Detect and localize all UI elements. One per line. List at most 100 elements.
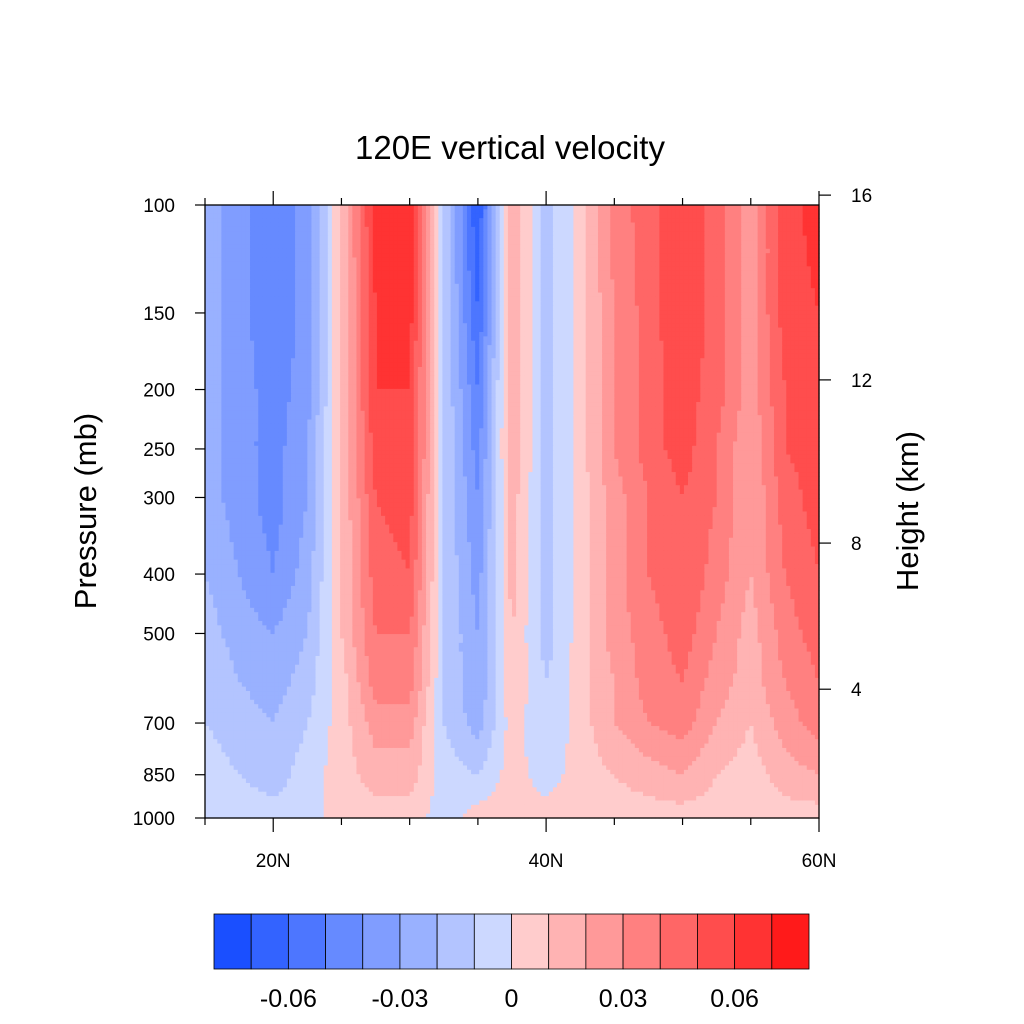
contour-cell <box>598 218 603 223</box>
contour-cell <box>447 258 452 263</box>
contour-cell <box>434 297 439 302</box>
contour-cell <box>414 345 419 350</box>
contour-cell <box>344 271 349 276</box>
contour-cell <box>463 314 468 319</box>
contour-cell <box>340 266 345 271</box>
contour-cell <box>479 271 484 276</box>
contour-cell <box>762 258 767 263</box>
contour-cell <box>713 236 718 241</box>
contour-cell <box>336 336 341 341</box>
contour-cell <box>430 223 435 228</box>
contour-cell <box>258 218 263 223</box>
contour-cell <box>754 279 759 284</box>
contour-cell <box>700 336 705 341</box>
contour-cell <box>717 323 722 328</box>
contour-cell <box>340 349 345 354</box>
contour-cell <box>500 218 505 223</box>
contour-cell <box>659 306 664 311</box>
contour-cell <box>577 266 582 271</box>
contour-cell <box>295 349 300 354</box>
contour-cell <box>794 214 799 219</box>
contour-cell <box>270 301 275 306</box>
contour-cell <box>340 253 345 258</box>
contour-cell <box>389 288 394 293</box>
contour-cell <box>688 271 693 276</box>
contour-cell <box>545 328 550 333</box>
contour-cell <box>262 205 267 210</box>
contour-cell <box>242 323 247 328</box>
contour-cell <box>762 249 767 254</box>
contour-cell <box>246 227 251 232</box>
contour-cell <box>373 209 378 214</box>
contour-cell <box>483 249 488 254</box>
contour-cell <box>749 266 754 271</box>
contour-cell <box>688 266 693 271</box>
contour-cell <box>557 223 562 228</box>
contour-cell <box>238 249 243 254</box>
contour-cell <box>418 262 423 267</box>
contour-cell <box>447 231 452 236</box>
contour-cell <box>713 218 718 223</box>
contour-cell <box>275 306 280 311</box>
contour-cell <box>512 209 517 214</box>
contour-cell <box>663 275 668 280</box>
contour-cell <box>561 218 566 223</box>
contour-cell <box>254 266 259 271</box>
contour-cell <box>410 345 415 350</box>
contour-cell <box>275 336 280 341</box>
contour-cell <box>275 328 280 333</box>
contour-cell <box>254 236 259 241</box>
contour-cell <box>623 345 628 350</box>
contour-cell <box>627 218 632 223</box>
contour-cell <box>344 244 349 249</box>
contour-cell <box>336 223 341 228</box>
contour-cell <box>438 319 443 324</box>
contour-cell <box>479 279 484 284</box>
contour-cell <box>733 284 738 289</box>
contour-cell <box>451 249 456 254</box>
contour-cell <box>397 253 402 258</box>
contour-cell <box>758 249 763 254</box>
contour-cell <box>295 341 300 346</box>
contour-cell <box>475 236 480 241</box>
contour-cell <box>324 205 329 210</box>
contour-cell <box>287 341 292 346</box>
contour-cell <box>442 345 447 350</box>
contour-cell <box>545 336 550 341</box>
contour-cell <box>680 231 685 236</box>
contour-cell <box>545 341 550 346</box>
contour-cell <box>770 249 775 254</box>
contour-cell <box>287 310 292 315</box>
contour-cell <box>590 275 595 280</box>
contour-cell <box>655 293 660 298</box>
contour-cell <box>418 332 423 337</box>
contour-cell <box>348 336 353 341</box>
contour-cell <box>737 306 742 311</box>
contour-cell <box>459 314 464 319</box>
contour-cell <box>586 227 591 232</box>
contour-cell <box>758 218 763 223</box>
contour-cell <box>356 332 361 337</box>
contour-cell <box>266 345 271 350</box>
contour-cell <box>672 209 677 214</box>
contour-cell <box>320 310 325 315</box>
contour-cell <box>221 301 226 306</box>
contour-cell <box>577 258 582 263</box>
contour-cell <box>512 275 517 280</box>
contour-cell <box>328 275 333 280</box>
contour-cell <box>811 279 816 284</box>
contour-cell <box>631 249 636 254</box>
contour-cell <box>799 310 804 315</box>
contour-cell <box>729 205 734 210</box>
contour-cell <box>745 301 750 306</box>
contour-cell <box>762 301 767 306</box>
contour-cell <box>524 244 529 249</box>
contour-cell <box>320 258 325 263</box>
contour-cell <box>754 227 759 232</box>
contour-cell <box>479 249 484 254</box>
contour-cell <box>209 336 214 341</box>
contour-cell <box>303 253 308 258</box>
contour-cell <box>418 345 423 350</box>
contour-cell <box>659 288 664 293</box>
contour-cell <box>573 253 578 258</box>
